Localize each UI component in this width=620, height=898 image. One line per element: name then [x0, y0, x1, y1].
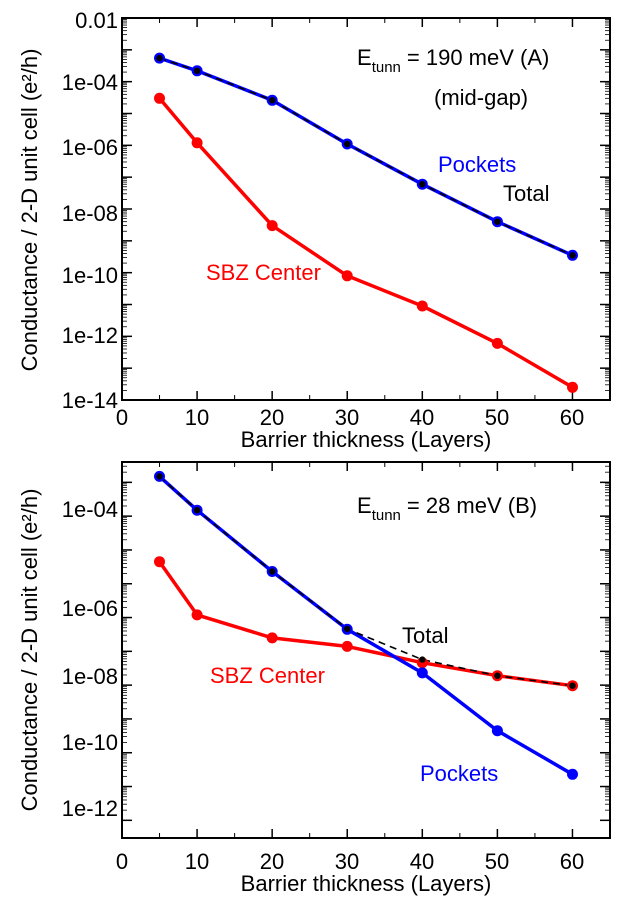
data-point-total	[569, 252, 576, 259]
panel-b-total-label: Total	[402, 623, 448, 648]
data-point-sbz-center	[154, 556, 165, 568]
panel-b-xtick-label: 20	[260, 849, 284, 874]
panel-a-ytick-label: 1e-04	[62, 70, 118, 95]
panel-a-xtick-label: 30	[335, 405, 359, 430]
panel-b-sbz-center-label: SBZ Center	[210, 663, 325, 688]
panel-a-ytick-label: 1e-12	[62, 323, 118, 348]
panel-a-xtick-label: 10	[185, 405, 209, 430]
panel-b-ytick-label: 1e-12	[62, 796, 118, 821]
series-line-sbz-center	[158, 97, 574, 389]
panel-a-xtick-label: 0	[116, 405, 128, 430]
panel-a-ytick-label: 1e-06	[62, 135, 118, 160]
panel-b-ytick-label: 1e-10	[62, 730, 118, 755]
data-point-sbz-center	[191, 609, 203, 621]
panel-a-ytick-label: 0.01	[75, 8, 118, 33]
panel-b-xtick-label: 0	[116, 849, 128, 874]
data-point-total	[193, 67, 201, 75]
data-point-total	[156, 54, 163, 62]
data-point-total	[156, 473, 163, 480]
data-point-pockets	[416, 667, 428, 679]
panel-b-xtick-label: 40	[410, 849, 434, 874]
panel-a-ytick-label: 1e-14	[62, 388, 118, 413]
panel-a-energy-annotation: Etunn = 190 meV (A)	[357, 45, 549, 76]
data-point-total	[344, 625, 351, 633]
panel-a-xtick-label: 60	[560, 405, 584, 430]
panel-a: 0 10 20 30 40 50 60 1e-14 1e-12 1e-10 1e…	[17, 8, 611, 452]
data-point-sbz-center	[341, 640, 353, 652]
panel-b-series	[158, 475, 574, 776]
data-point-total	[344, 140, 351, 148]
data-point-sbz-center	[266, 220, 278, 232]
data-point-total	[569, 682, 576, 689]
panel-a-x-axis-label: Barrier thickness (Layers)	[241, 427, 492, 452]
data-point-total	[494, 218, 501, 225]
panel-a-ytick-label: 1e-10	[62, 263, 118, 288]
panel-b-x-axis-label: Barrier thickness (Layers)	[241, 871, 492, 896]
data-point-sbz-center	[154, 92, 165, 104]
panel-b-energy-annotation: Etunn = 28 meV (B)	[357, 493, 537, 524]
panel-a-pockets-label: Pockets	[438, 152, 516, 177]
panel-b-y-axis-label: Conductance / 2-D unit cell (e²/h)	[17, 489, 42, 812]
data-point-sbz-center	[266, 632, 278, 644]
panel-a-xtick-label: 50	[485, 405, 509, 430]
data-point-sbz-center	[341, 270, 353, 282]
data-point-total	[494, 672, 501, 679]
panel-a-sbz-center-label: SBZ Center	[206, 260, 321, 285]
panel-b-xtick-label: 30	[335, 849, 359, 874]
panel-b-pockets-label: Pockets	[420, 761, 498, 786]
panel-a-xtick-label: 40	[410, 405, 434, 430]
panel-b-xtick-label: 10	[185, 849, 209, 874]
panel-b-plot-frame	[121, 461, 611, 839]
panel-b-ytick-label: 1e-04	[62, 497, 118, 522]
panel-a-ticks	[121, 17, 611, 401]
data-point-pockets	[567, 768, 578, 780]
panel-b-xtick-label: 50	[485, 849, 509, 874]
data-point-total	[419, 656, 426, 663]
panel-a-ytick-label: 1e-08	[62, 201, 118, 226]
panel-b-points	[154, 470, 578, 780]
panel-b-ticks	[121, 461, 611, 838]
data-point-sbz-center	[491, 337, 503, 349]
panel-b-ytick-label: 1e-06	[62, 596, 118, 621]
data-point-total	[269, 97, 276, 104]
panel-b-xtick-label: 60	[560, 849, 584, 874]
panel-a-y-axis-label: Conductance / 2-D unit cell (e²/h)	[17, 49, 42, 372]
data-point-sbz-center	[191, 137, 203, 149]
panel-a-mid-gap-note: (mid-gap)	[434, 85, 528, 110]
data-point-sbz-center	[416, 300, 428, 312]
panel-b-ytick-label: 1e-08	[62, 664, 118, 689]
panel-a-total-label: Total	[503, 181, 549, 206]
data-point-total	[269, 568, 276, 575]
panel-a-xtick-label: 20	[260, 405, 284, 430]
data-point-total	[419, 181, 426, 188]
data-point-pockets	[491, 725, 503, 737]
panel-a-points	[154, 52, 578, 393]
panel-b: 0 10 20 30 40 50 60 1e-12 1e-10 1e-08 1e…	[17, 461, 611, 896]
series-line-pockets	[158, 475, 574, 776]
data-point-sbz-center	[567, 381, 578, 393]
data-point-total	[193, 507, 201, 514]
